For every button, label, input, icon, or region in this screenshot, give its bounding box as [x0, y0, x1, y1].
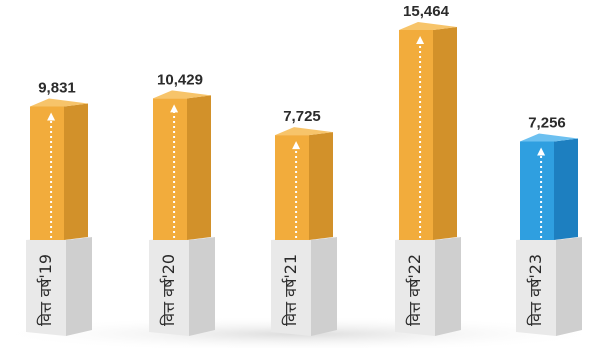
bar-front	[153, 98, 187, 240]
bar-arrow-head	[170, 104, 179, 113]
bar-side	[64, 103, 88, 241]
bar-side	[309, 132, 333, 240]
bar-base-front	[395, 240, 435, 336]
bar-top	[520, 133, 578, 142]
bars-group: 9,831 वित्त वर्ष'19 10,429 वित्त वर्ष'20 7,7…	[26, 3, 582, 336]
bar-front	[275, 135, 309, 240]
bar-base-front	[26, 240, 66, 336]
bar-top	[153, 90, 211, 99]
category-label: वित्त वर्ष'22	[405, 254, 424, 326]
bar-arrow-head	[416, 36, 425, 44]
value-label: 7,725	[283, 108, 321, 125]
bar-base-side	[435, 237, 461, 336]
bar-group-5: 7,256 वित्त वर्ष'23	[516, 114, 582, 336]
bar-arrow-head	[47, 112, 56, 121]
bar-base-front	[149, 240, 189, 336]
bar-side	[187, 95, 211, 240]
bar-top	[399, 22, 457, 30]
bar-base-side	[66, 237, 92, 336]
bar-top	[30, 98, 88, 107]
bar-base-front	[516, 240, 556, 336]
bar-base-side	[189, 237, 215, 336]
bar-group-1: 9,831 वित्त वर्ष'19	[26, 79, 92, 336]
bar-group-3: 7,725 वित्त वर्ष'21	[271, 108, 337, 336]
category-label: वित्त वर्ष'23	[526, 254, 545, 326]
value-label: 10,429	[157, 71, 203, 88]
bar-arrow-head	[537, 147, 546, 156]
bar-side	[433, 27, 457, 240]
bar-arrow-head	[292, 141, 301, 150]
bar-base-side	[311, 237, 337, 336]
bar-side	[554, 138, 578, 240]
value-label: 15,464	[403, 3, 450, 20]
category-label: वित्त वर्ष'19	[36, 254, 55, 326]
bar-group-2: 10,429 वित्त वर्ष'20	[149, 71, 215, 336]
bar-group-4: 15,464 वित्त वर्ष'22	[395, 3, 461, 336]
bar-base-side	[556, 237, 582, 336]
value-label: 9,831	[38, 79, 76, 96]
bar-front	[30, 106, 64, 241]
bar-base-front	[271, 240, 311, 336]
bar-front	[520, 141, 554, 240]
value-label: 7,256	[528, 114, 566, 131]
category-label: वित्त वर्ष'20	[159, 254, 178, 326]
bar-front	[399, 30, 433, 240]
category-label: वित्त वर्ष'21	[281, 254, 300, 326]
bar-top	[275, 127, 333, 136]
